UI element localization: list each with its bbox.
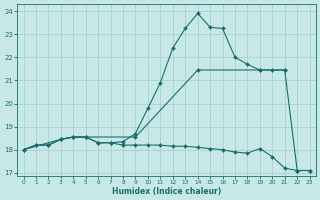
X-axis label: Humidex (Indice chaleur): Humidex (Indice chaleur): [112, 187, 221, 196]
